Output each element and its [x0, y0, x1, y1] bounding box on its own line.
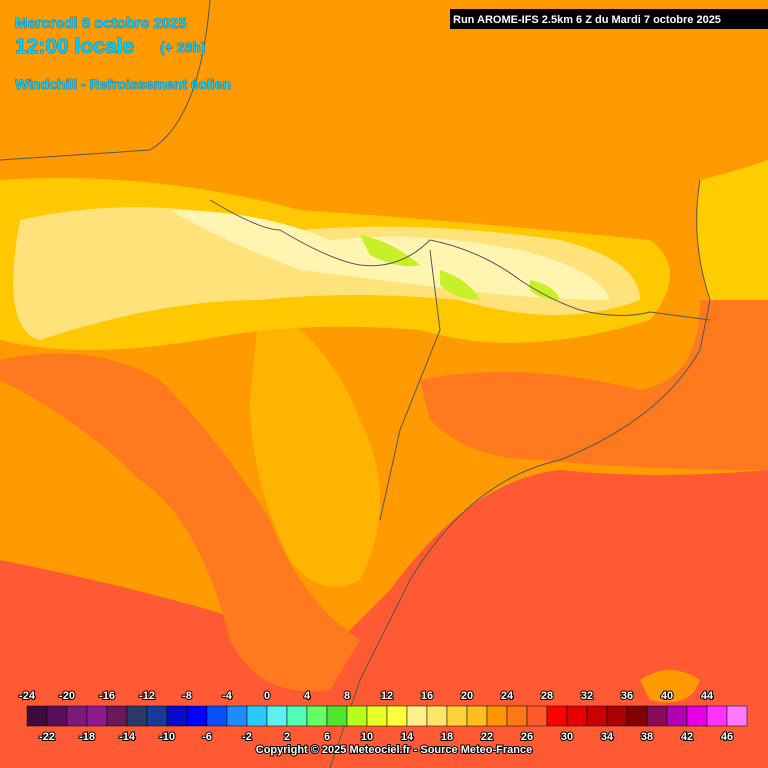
legend-label: -16: [99, 690, 115, 702]
legend-label: 24: [501, 690, 514, 702]
legend-swatch: [526, 705, 548, 727]
time: 12:00 locale: [15, 35, 134, 58]
legend-label: 38: [641, 731, 653, 743]
legend-label: -22: [39, 731, 55, 743]
legend-label: -18: [79, 731, 95, 743]
legend-swatch: [46, 705, 68, 727]
legend-swatch: [586, 705, 608, 727]
legend-swatch: [106, 705, 128, 727]
legend-label: 22: [481, 731, 493, 743]
legend-swatch: [306, 705, 328, 727]
legend-swatch: [566, 705, 588, 727]
legend-label: 16: [421, 690, 433, 702]
legend-label: -4: [222, 690, 233, 702]
legend-swatch: [626, 705, 648, 727]
legend-label: 46: [721, 731, 733, 743]
legend-label: 40: [661, 690, 673, 702]
legend-swatch: [406, 705, 428, 727]
legend-label: 8: [344, 690, 350, 702]
copyright: Copyright © 2025 Meteociel.fr - Source M…: [256, 744, 532, 756]
legend-swatch: [326, 705, 348, 727]
legend-label: -2: [242, 731, 252, 743]
legend-label: -24: [19, 690, 36, 702]
legend-label: -8: [182, 690, 192, 702]
legend-swatch: [346, 705, 368, 727]
legend-swatch: [466, 705, 488, 727]
legend-swatch: [366, 705, 388, 727]
legend-swatch: [186, 705, 208, 727]
run-box: [450, 9, 768, 29]
legend-swatch: [726, 705, 748, 727]
legend-label: 4: [304, 690, 311, 702]
legend-swatch: [206, 705, 228, 727]
legend-swatch: [126, 705, 148, 727]
legend-label: 30: [561, 731, 573, 743]
borders: [0, 0, 711, 768]
legend-label: -6: [202, 731, 212, 743]
legend-swatch: [246, 705, 268, 727]
legend-swatch: [666, 705, 688, 727]
legend-label: 28: [541, 690, 553, 702]
legend-label: 2: [284, 731, 290, 743]
legend-swatch: [386, 705, 408, 727]
legend-label: 0: [264, 690, 270, 702]
legend-swatch: [66, 705, 88, 727]
legend-swatch: [426, 705, 448, 727]
legend-swatch: [686, 705, 708, 727]
legend-label: 26: [521, 731, 533, 743]
legend-label: 44: [701, 690, 714, 702]
legend-label: 36: [621, 690, 633, 702]
legend-label: 42: [681, 731, 693, 743]
legend-label: 20: [461, 690, 473, 702]
legend-label: -14: [119, 731, 136, 743]
legend-swatch: [506, 705, 528, 727]
legend-swatch: [606, 705, 628, 727]
legend-swatch: [26, 705, 48, 727]
legend-label: 10: [361, 731, 373, 743]
date: Mercredi 8 octobre 2025: [15, 15, 187, 32]
legend-swatch: [646, 705, 668, 727]
legend-swatch: [446, 705, 468, 727]
lead: (+ 28h): [160, 39, 206, 55]
legend: -24-22-20-18-16-14-12-10-8-6-4-202468101…: [18, 689, 748, 744]
legend-label: 6: [324, 731, 330, 743]
legend-swatch: [266, 705, 288, 727]
legend-swatch: [226, 705, 248, 727]
legend-swatch: [146, 705, 168, 727]
legend-label: 32: [581, 690, 593, 702]
parameter: Windchill - Refroissement éolien: [15, 76, 231, 92]
legend-swatch: [166, 705, 188, 727]
legend-label: 34: [601, 731, 614, 743]
legend-swatch: [86, 705, 108, 727]
legend-label: 14: [401, 731, 414, 743]
legend-label: 18: [441, 731, 453, 743]
legend-swatch: [486, 705, 508, 727]
legend-label: -10: [159, 731, 175, 743]
legend-swatch: [706, 705, 728, 727]
run: Run AROME-IFS 2.5km 6 Z du Mardi 7 octob…: [453, 14, 721, 26]
legend-label: -20: [59, 690, 75, 702]
legend-swatch: [546, 705, 568, 727]
legend-swatch: [286, 705, 308, 727]
legend-label: 12: [381, 690, 393, 702]
legend-label: -12: [139, 690, 155, 702]
